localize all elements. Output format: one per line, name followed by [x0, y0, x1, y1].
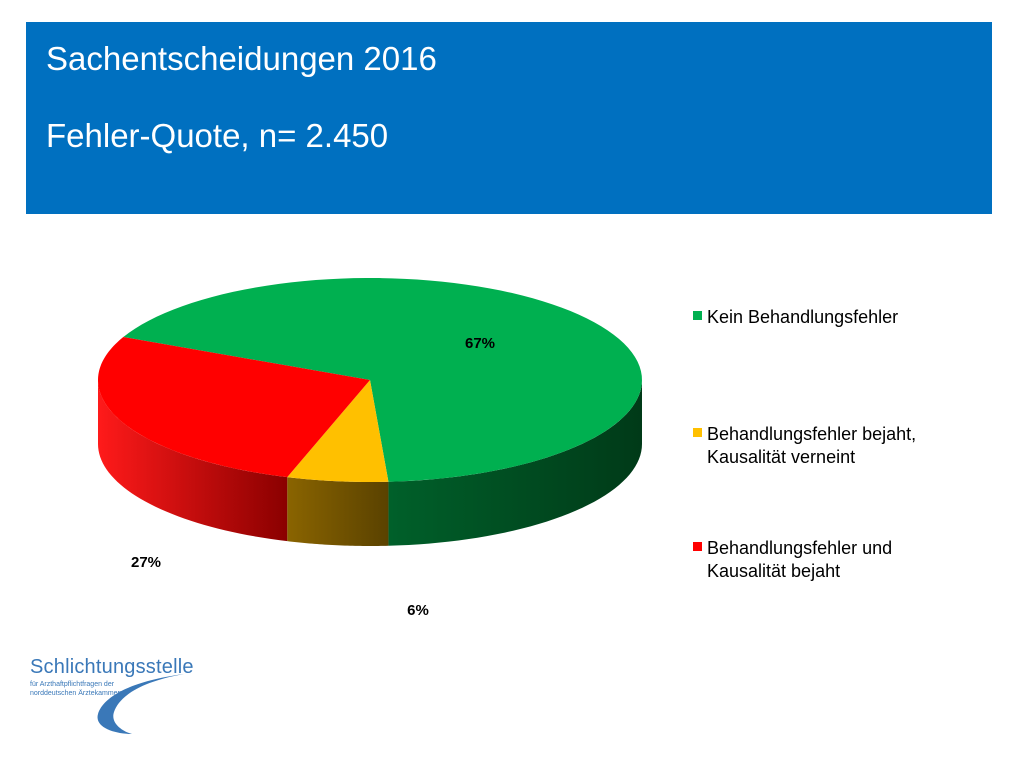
logo-swoosh-icon	[97, 674, 184, 734]
slide-subtitle: Fehler-Quote, n= 2.450	[46, 117, 389, 154]
legend-label-line: Behandlungsfehler und	[707, 538, 893, 558]
pie-data-labels: 67% 6% 27%	[131, 335, 495, 619]
pie-slice-fehler-bejaht-kausalitaet-verneint	[287, 380, 389, 482]
legend-label-fehler-und-kausalitaet-bejaht: Behandlungsfehler und Kausalität bejaht	[707, 537, 892, 583]
legend-label-line: Kausalität verneint	[707, 447, 856, 467]
pie-side-fehler-und-kausalitaet-bejaht	[98, 380, 288, 542]
legend-swatch-fehler-bejaht-kausalitaet-verneint	[693, 428, 702, 437]
slide-title: Sachentscheidungen 2016	[46, 40, 437, 77]
legend-label-line: Behandlungsfehler bejaht,	[707, 424, 917, 444]
data-label-fehler-und-kausalitaet-bejaht: 27%	[131, 554, 161, 571]
legend-label-line: Kausalität bejaht	[707, 561, 841, 581]
legend-label-line: Kein Behandlungsfehler	[707, 307, 899, 327]
legend-swatch-fehler-und-kausalitaet-bejaht	[693, 542, 702, 551]
pie-side-fehler-bejaht-kausalitaet-verneint	[287, 477, 389, 546]
pie-tops	[98, 278, 642, 482]
data-label-fehler-bejaht-kausalitaet-verneint: 6%	[407, 602, 429, 619]
pie-side-kein-behandlungsfehler	[388, 380, 642, 546]
legend-label-kein-behandlungsfehler: Kein Behandlungsfehler	[707, 306, 898, 329]
schlichtungsstelle-logo: Schlichtungsstelle für Arzthaftpflichtfr…	[24, 652, 194, 737]
logo-subline-1: für Arzthaftpflichtfragen der	[30, 681, 115, 688]
title-banner: Sachentscheidungen 2016 Fehler-Quote, n=…	[26, 22, 992, 214]
pie-slice-kein-behandlungsfehler	[123, 278, 642, 482]
pie-slice-fehler-und-kausalitaet-bejaht	[98, 337, 370, 478]
logo-name: Schlichtungsstelle	[30, 656, 194, 678]
pie-sides	[98, 380, 642, 546]
legend-swatch-kein-behandlungsfehler	[693, 311, 702, 320]
data-label-kein-behandlungsfehler: 67%	[465, 335, 495, 352]
legend-label-fehler-bejaht-kausalitaet-verneint: Behandlungsfehler bejaht, Kausalität ver…	[707, 423, 916, 469]
logo-subline-2: norddeutschen Ärztekammern	[30, 690, 124, 697]
